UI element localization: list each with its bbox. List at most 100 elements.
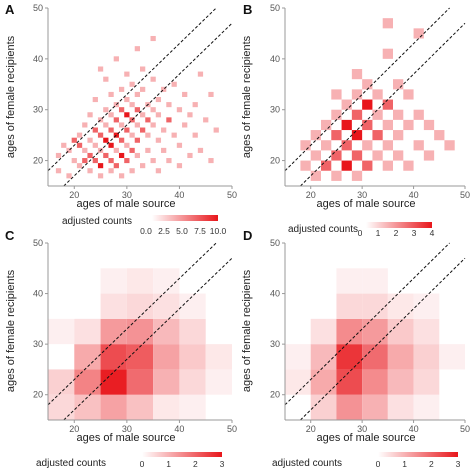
heatmap-cell: [118, 152, 125, 159]
heatmap-cell: [161, 147, 167, 153]
heatmap-cell: [321, 119, 332, 131]
heatmap-cell: [155, 97, 162, 103]
colorbar-title: adjusted counts: [272, 458, 342, 469]
heatmap-cell: [387, 369, 414, 395]
heatmap-cell: [124, 127, 130, 133]
heatmap-cell: [351, 170, 363, 181]
heatmap-cell: [423, 150, 435, 161]
heatmap-cell: [387, 293, 414, 319]
heatmap-cell: [382, 140, 393, 151]
heatmap-cell: [341, 99, 352, 110]
heatmap-cell: [153, 394, 180, 420]
x-tick-label: 30: [122, 424, 132, 434]
heatmap-cell: [336, 268, 363, 294]
heatmap-cell: [82, 122, 88, 128]
heatmap-cell: [187, 112, 193, 118]
heatmap-cell: [126, 369, 154, 395]
x-tick-label: 40: [409, 190, 419, 200]
colorbar-tick-label: 10.0: [210, 226, 227, 236]
heatmap-cell: [166, 117, 172, 123]
heatmap-cell: [321, 160, 332, 171]
heatmap-cell: [423, 119, 435, 131]
heatmap-cell: [108, 142, 114, 148]
diagonal-reference-line: [284, 7, 450, 172]
heatmap-cell: [351, 150, 363, 161]
heatmap-cell: [372, 150, 383, 161]
heatmap-cell: [108, 91, 114, 97]
colorbar-tick-label: 2: [193, 459, 198, 469]
heatmap-cell: [97, 173, 104, 179]
colorbar-tick-label: 3: [220, 459, 225, 469]
x-tick-label: 20: [306, 424, 316, 434]
heatmap-cell: [87, 137, 93, 143]
heatmap-cell: [66, 147, 72, 153]
colorbar-title: adjusted counts: [62, 216, 132, 227]
heatmap-cell: [351, 69, 363, 80]
heatmap-cell: [82, 147, 88, 153]
heatmap-cell: [444, 140, 455, 151]
y-tick-label: 30: [270, 105, 280, 115]
heatmap-cell: [92, 158, 98, 164]
heatmap-cell: [179, 293, 206, 319]
heatmap-cell: [362, 140, 373, 151]
x-tick-label: 20: [69, 424, 79, 434]
heatmap-cell: [179, 344, 206, 370]
heatmap-cell: [362, 160, 373, 171]
diagonal-reference-line: [300, 257, 466, 421]
heatmap-cell: [197, 147, 204, 153]
x-tick-label: 50: [227, 190, 237, 200]
heatmap-cell: [310, 150, 321, 161]
heatmap-cell: [310, 318, 337, 345]
heatmap-cell: [192, 132, 198, 138]
x-axis-label: ages of male source: [76, 432, 175, 444]
heatmap-cell: [74, 394, 101, 420]
heatmap-cell: [331, 130, 342, 141]
heatmap-cell: [134, 46, 140, 52]
heatmap-cell: [103, 76, 109, 82]
heatmap-cell: [362, 99, 373, 110]
heatmap-cell: [108, 112, 114, 118]
heatmap-cell: [126, 318, 154, 345]
heatmap-cell: [140, 66, 146, 72]
heatmap-cell: [382, 18, 393, 29]
heatmap-cell: [300, 140, 311, 151]
colorbar-tick-label: 3: [456, 459, 461, 469]
heatmap-cell: [97, 66, 104, 72]
heatmap-cell: [140, 127, 146, 133]
heatmap-cell: [413, 28, 424, 39]
heatmap-cell: [372, 130, 383, 141]
heatmap-cell: [362, 394, 388, 420]
y-axis-label: ages of female recipients: [5, 35, 17, 158]
colorbar-bar: [366, 222, 432, 228]
y-tick-label: 30: [270, 339, 280, 349]
heatmap-cell: [387, 394, 414, 420]
y-tick-label: 30: [33, 339, 43, 349]
heatmap-cell: [108, 127, 114, 133]
heatmap-cell: [113, 56, 119, 62]
heatmap-cell: [118, 86, 125, 92]
heatmap-cell: [150, 35, 156, 42]
heatmap-cell: [103, 152, 109, 159]
y-tick-label: 50: [270, 238, 280, 248]
heatmap-cell: [179, 318, 206, 345]
x-tick-label: 30: [122, 190, 132, 200]
y-axis-label: ages of female recipients: [241, 269, 253, 392]
colorbar-bottom-c: adjusted counts 0 1 2 3: [36, 452, 225, 469]
heatmap-cell: [97, 163, 104, 169]
heatmap-cell: [413, 369, 440, 395]
heatmap-cell: [208, 158, 214, 164]
panel-c: 20 30 40 50 20 30 40 50 ages of male source ages …: [5, 228, 237, 444]
heatmap-cell: [100, 369, 127, 395]
heatmap-cell: [103, 137, 109, 143]
heatmap-cell: [166, 158, 172, 164]
heatmap-cell: [126, 293, 154, 319]
heatmap-cell: [439, 344, 465, 370]
panel-b: 20 30 40 50 20 30 40 50 ages of male source ages …: [241, 2, 470, 210]
panel-letter: D: [243, 228, 252, 243]
heatmap-cell: [124, 112, 130, 118]
heatmap-cell: [74, 344, 101, 370]
heatmap-cell: [351, 89, 363, 100]
heatmap-cell: [336, 344, 363, 370]
heatmap-cell: [285, 344, 311, 370]
heatmap-cell: [118, 137, 125, 143]
